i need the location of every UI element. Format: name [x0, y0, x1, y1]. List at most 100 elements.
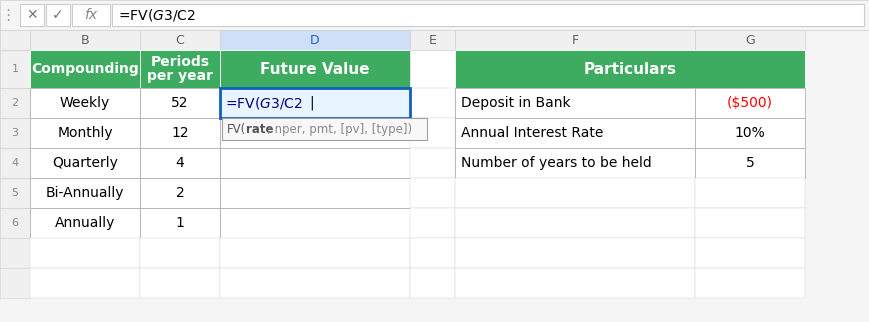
Bar [140, 30, 220, 50]
Bar [454, 268, 694, 298]
Bar [30, 148, 140, 178]
Text: 4: 4 [176, 156, 184, 170]
Bar [220, 50, 409, 88]
Bar [454, 30, 694, 50]
Text: Monthly: Monthly [57, 126, 113, 140]
Text: =FV($G$3/C2: =FV($G$3/C2 [118, 7, 196, 23]
Bar [140, 268, 220, 298]
Text: 4: 4 [11, 158, 18, 168]
Bar [454, 208, 694, 238]
Bar [0, 208, 30, 238]
Text: 6: 6 [11, 218, 18, 228]
Bar [140, 118, 220, 148]
Text: 5: 5 [11, 188, 18, 198]
Bar [220, 178, 409, 208]
Bar [46, 4, 70, 26]
Bar [0, 148, 30, 178]
Text: ✓: ✓ [52, 8, 63, 22]
Text: Bi-Annually: Bi-Annually [46, 186, 124, 200]
Text: Compounding: Compounding [31, 62, 139, 76]
Bar [694, 238, 804, 268]
Bar [694, 178, 804, 208]
Text: 1: 1 [11, 64, 18, 74]
Bar [0, 238, 30, 268]
Text: |: | [308, 96, 313, 110]
Text: Particulars: Particulars [583, 62, 676, 77]
Bar [30, 88, 140, 118]
Bar [30, 178, 140, 208]
Bar [220, 88, 409, 118]
Bar [140, 50, 220, 88]
Bar [409, 178, 454, 208]
Text: ✕: ✕ [26, 8, 37, 22]
Text: ($500): ($500) [726, 96, 773, 110]
Bar [20, 4, 44, 26]
Text: D: D [310, 33, 320, 46]
Text: C: C [176, 33, 184, 46]
Bar [694, 148, 804, 178]
Bar [694, 208, 804, 238]
Bar [220, 268, 409, 298]
Bar [220, 30, 409, 50]
Text: 12: 12 [171, 126, 189, 140]
Text: B: B [81, 33, 90, 46]
Text: 52: 52 [171, 96, 189, 110]
Bar [409, 118, 454, 148]
Text: Number of years to be held: Number of years to be held [461, 156, 651, 170]
Bar [220, 238, 409, 268]
Bar [409, 238, 454, 268]
Bar [454, 148, 694, 178]
Text: 2: 2 [176, 186, 184, 200]
Bar [0, 88, 30, 118]
Text: 3: 3 [11, 128, 18, 138]
Bar [694, 88, 804, 118]
Bar [409, 30, 454, 50]
Bar [454, 88, 694, 118]
Text: Weekly: Weekly [60, 96, 110, 110]
Text: E: E [428, 33, 436, 46]
Bar [30, 50, 140, 88]
Bar [409, 148, 454, 178]
Text: 1: 1 [176, 216, 184, 230]
Bar [30, 268, 140, 298]
Bar [0, 268, 30, 298]
Text: fx: fx [84, 8, 97, 22]
Text: rate: rate [246, 122, 273, 136]
Bar [454, 50, 804, 88]
Text: Deposit in Bank: Deposit in Bank [461, 96, 570, 110]
Bar [0, 118, 30, 148]
Text: , nper, pmt, [pv], [type]): , nper, pmt, [pv], [type]) [267, 122, 412, 136]
Text: Future Value: Future Value [260, 62, 369, 77]
Bar [0, 0, 869, 30]
Text: 5: 5 [745, 156, 753, 170]
Text: ⋮: ⋮ [0, 7, 16, 23]
Bar [694, 118, 804, 148]
Text: G: G [744, 33, 754, 46]
Bar [30, 118, 140, 148]
Bar [140, 238, 220, 268]
Bar [140, 208, 220, 238]
Text: F: F [571, 33, 578, 46]
Bar [454, 238, 694, 268]
Bar [409, 50, 454, 88]
Bar [0, 178, 30, 208]
Bar [222, 118, 427, 140]
Text: per year: per year [147, 69, 213, 83]
Text: 10%: 10% [733, 126, 765, 140]
Bar [694, 30, 804, 50]
Text: FV(: FV( [227, 122, 246, 136]
Bar [140, 178, 220, 208]
Bar [409, 208, 454, 238]
Bar [112, 4, 863, 26]
Bar [694, 268, 804, 298]
Bar [454, 118, 694, 148]
Bar [72, 4, 109, 26]
Bar [0, 50, 30, 88]
Text: Quarterly: Quarterly [52, 156, 118, 170]
Bar [30, 30, 140, 50]
Bar [220, 118, 409, 148]
Bar [0, 30, 30, 50]
Bar [454, 178, 694, 208]
Bar [220, 148, 409, 178]
Bar [140, 88, 220, 118]
